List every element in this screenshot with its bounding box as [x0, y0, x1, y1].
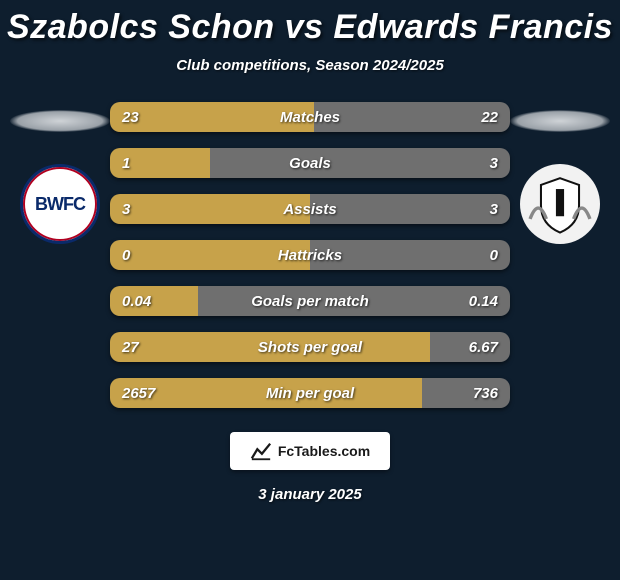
stat-bar-left	[110, 378, 422, 408]
stat-bar-right	[314, 102, 510, 132]
stat-row: 33Assists	[110, 194, 510, 224]
stat-bar-right	[430, 332, 510, 362]
player1-crest-column: BWFC	[10, 102, 110, 244]
stat-bar-right	[198, 286, 510, 316]
stat-rows: 2322Matches 13Goals 33Assists 00Hattricks 0.…	[110, 102, 510, 408]
bwfc-crest-text: BWFC	[35, 194, 85, 215]
away-crest-icon	[520, 164, 600, 244]
comparison-subtitle: Club competitions, Season 2024/2025	[0, 57, 620, 74]
player2-crest-column	[510, 102, 610, 244]
stat-bar-right	[310, 240, 510, 270]
stat-row: 2657736Min per goal	[110, 378, 510, 408]
comparison-title: Szabolcs Schon vs Edwards Francis	[0, 0, 620, 47]
brand-text: FcTables.com	[278, 443, 370, 459]
stat-bar-left	[110, 332, 430, 362]
stat-bar-left	[110, 194, 310, 224]
stat-bar-left	[110, 240, 310, 270]
stat-bar-left	[110, 148, 210, 178]
stat-bar-right	[310, 194, 510, 224]
shadow-ellipse	[510, 110, 610, 132]
stat-row: 13Goals	[110, 148, 510, 178]
stat-row: 276.67Shots per goal	[110, 332, 510, 362]
comparison-main: BWFC 2322Matches 13Goals 33Assists 00Hattri…	[0, 102, 620, 408]
stat-bar-right	[210, 148, 510, 178]
comparison-date: 3 january 2025	[0, 486, 620, 503]
stat-row: 0.040.14Goals per match	[110, 286, 510, 316]
bwfc-crest-icon: BWFC	[20, 164, 100, 244]
stat-row: 2322Matches	[110, 102, 510, 132]
chart-icon	[250, 440, 272, 462]
stat-row: 00Hattricks	[110, 240, 510, 270]
shadow-ellipse	[10, 110, 110, 132]
stat-bar-left	[110, 286, 198, 316]
stat-bar-right	[422, 378, 510, 408]
fctables-brand: FcTables.com	[230, 432, 390, 470]
stat-bar-left	[110, 102, 314, 132]
